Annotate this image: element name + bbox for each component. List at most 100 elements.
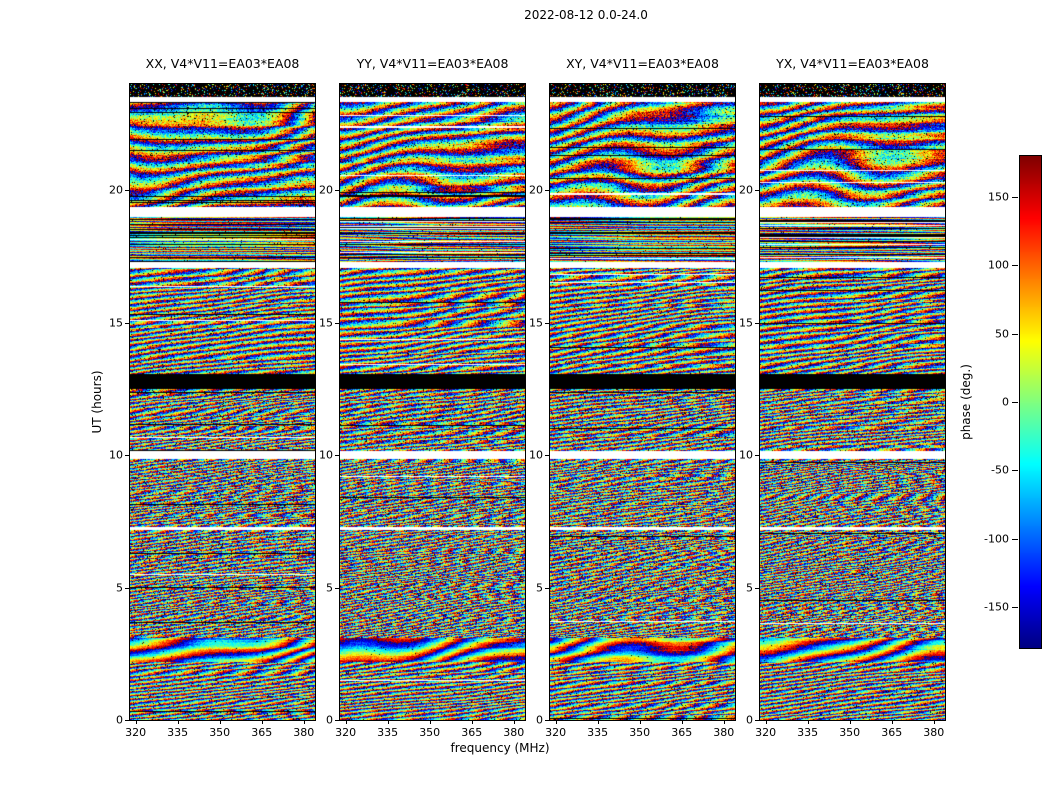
y-tick-label: 20	[109, 183, 123, 197]
y-tick-label: 0	[116, 713, 123, 727]
y-tick-label: 10	[529, 448, 543, 462]
x-tick-label: 380	[923, 726, 945, 739]
colorbar-tick	[1012, 402, 1018, 403]
x-tick-label: 335	[377, 726, 399, 739]
y-tick	[545, 322, 549, 324]
x-tick-label: 380	[293, 726, 315, 739]
y-tick-label: 20	[529, 183, 543, 197]
x-tick	[891, 720, 893, 724]
x-tick	[471, 720, 473, 724]
x-tick	[681, 720, 683, 724]
x-tick-label: 380	[713, 726, 735, 739]
panel-title-xx: XX, V4*V11=EA03*EA08	[145, 56, 300, 71]
colorbar-frame	[1019, 155, 1042, 649]
y-tick-label: 15	[319, 316, 333, 329]
colorbar-tick-label: 100	[988, 258, 1009, 272]
y-tick	[755, 720, 759, 721]
x-tick-label: 365	[671, 726, 693, 739]
x-tick-label: 320	[335, 726, 357, 739]
y-tick-label: 20	[739, 183, 753, 197]
y-tick	[545, 455, 549, 456]
y-tick-label: 0	[536, 713, 543, 727]
colorbar-tick-label: 50	[995, 327, 1009, 341]
y-tick-label: 5	[536, 581, 543, 594]
y-tick	[125, 455, 129, 456]
x-tick	[387, 720, 389, 724]
y-tick	[545, 720, 549, 721]
panel-title-yy: YY, V4*V11=EA03*EA08	[356, 56, 509, 71]
y-tick	[335, 322, 339, 324]
x-tick-label: 365	[251, 726, 273, 739]
x-tick	[261, 720, 263, 724]
y-tick	[545, 190, 549, 191]
x-tick	[765, 720, 767, 724]
y-tick-label: 10	[739, 448, 753, 462]
y-tick	[755, 322, 759, 324]
y-tick-label: 15	[109, 316, 123, 329]
colorbar-tick-label: -150	[984, 600, 1009, 614]
x-tick-label: 365	[881, 726, 903, 739]
y-tick	[125, 190, 129, 191]
heatmap-canvas-yx	[760, 84, 945, 720]
heatmap-panel-xx	[129, 83, 316, 721]
y-tick-label: 15	[529, 316, 543, 329]
y-tick-label: 5	[746, 581, 753, 594]
figure-title: 2022-08-12 0.0-24.0	[524, 8, 648, 22]
colorbar-tick	[1012, 197, 1018, 198]
colorbar-tick	[1012, 333, 1018, 335]
y-tick-label: 0	[746, 713, 753, 727]
x-tick-label: 335	[167, 726, 189, 739]
x-tick	[639, 720, 641, 724]
colorbar-tick	[1012, 538, 1018, 540]
x-tick-label: 365	[461, 726, 483, 739]
y-axis-label: UT (hours)	[90, 370, 104, 434]
heatmap-canvas-yy	[340, 84, 525, 720]
x-tick-label: 320	[545, 726, 567, 739]
x-tick	[849, 720, 851, 724]
panel-title-yx: YX, V4*V11=EA03*EA08	[776, 56, 929, 71]
x-tick	[807, 720, 809, 724]
colorbar-tick-label: -100	[984, 532, 1009, 546]
y-tick	[335, 720, 339, 721]
heatmap-panel-yy	[339, 83, 526, 721]
y-tick-label: 10	[319, 448, 333, 462]
x-tick-label: 350	[839, 726, 861, 739]
x-tick	[219, 720, 221, 724]
x-tick-label: 350	[419, 726, 441, 739]
y-tick	[125, 720, 129, 721]
colorbar-canvas	[1020, 156, 1041, 648]
x-tick	[345, 720, 347, 724]
y-tick-label: 5	[326, 581, 333, 594]
y-tick-label: 20	[319, 183, 333, 197]
x-tick-label: 380	[503, 726, 525, 739]
y-tick	[755, 587, 759, 589]
x-tick-label: 335	[797, 726, 819, 739]
colorbar-tick	[1012, 470, 1018, 472]
heatmap-canvas-xy	[550, 84, 735, 720]
x-tick	[177, 720, 179, 724]
y-tick-label: 10	[109, 448, 123, 462]
y-tick	[755, 190, 759, 191]
x-tick-label: 350	[209, 726, 231, 739]
colorbar-tick-label: 150	[988, 190, 1009, 204]
colorbar-tick-label: -50	[991, 463, 1009, 477]
colorbar-label: phase (deg.)	[959, 364, 973, 440]
panel-title-xy: XY, V4*V11=EA03*EA08	[566, 56, 719, 71]
y-tick	[335, 455, 339, 456]
y-tick	[755, 455, 759, 456]
x-tick-label: 335	[587, 726, 609, 739]
heatmap-panel-yx	[759, 83, 946, 721]
x-tick	[429, 720, 431, 724]
y-tick-label: 0	[326, 713, 333, 727]
x-tick	[513, 720, 515, 724]
y-tick	[125, 322, 129, 324]
colorbar-tick	[1012, 265, 1018, 267]
y-tick	[545, 587, 549, 589]
x-tick	[933, 720, 935, 724]
heatmap-panel-xy	[549, 83, 736, 721]
x-tick	[303, 720, 305, 724]
x-tick	[135, 720, 137, 724]
x-tick-label: 320	[755, 726, 777, 739]
x-axis-label: frequency (MHz)	[450, 741, 550, 755]
